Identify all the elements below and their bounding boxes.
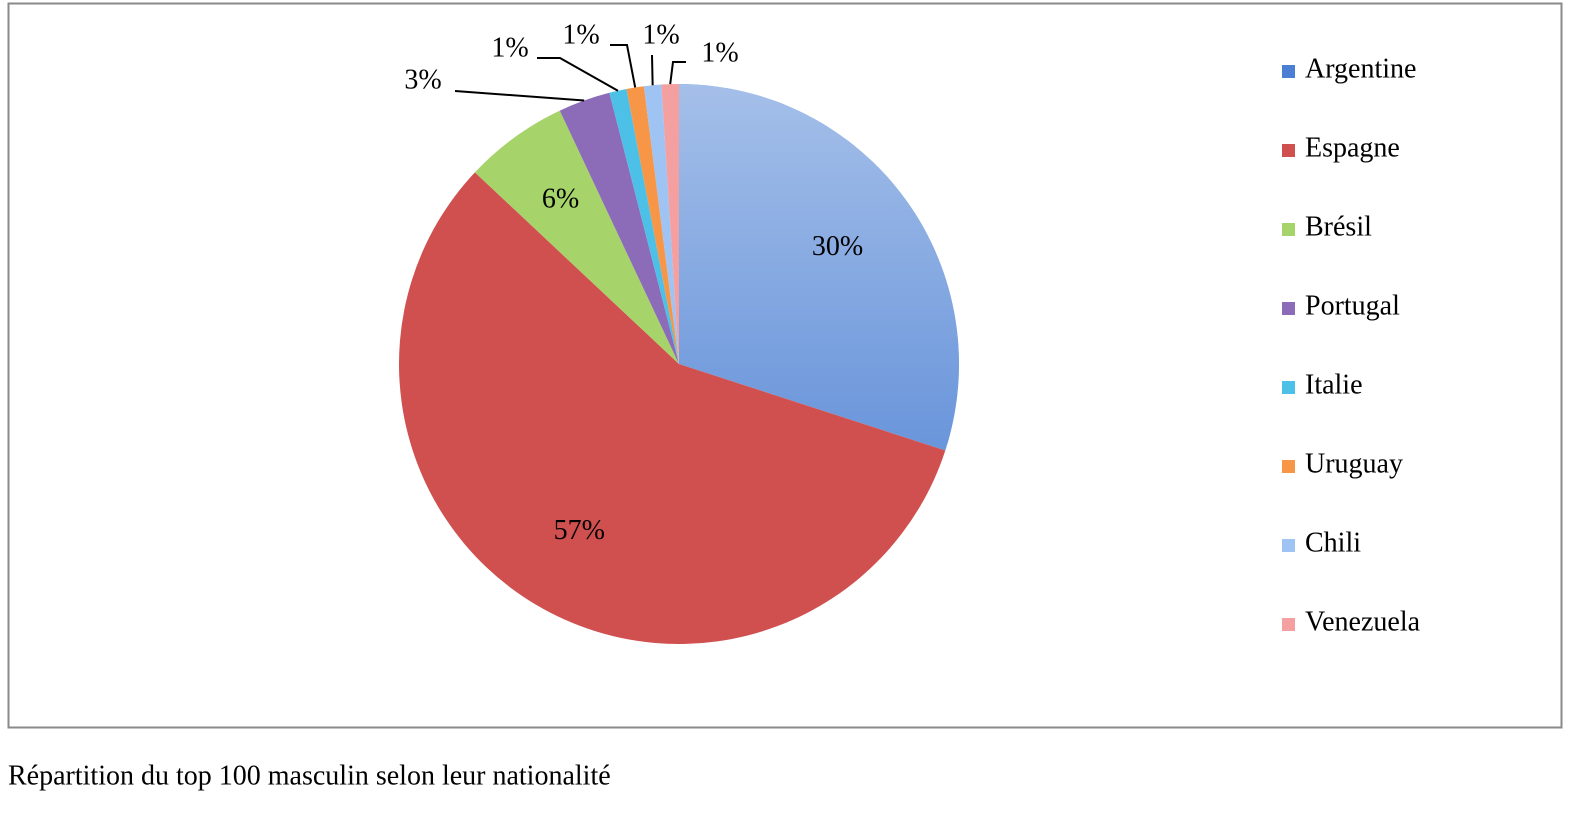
- legend: Argentine Espagne Brésil Portugal Italie Urug…: [1282, 53, 1421, 637]
- legend-label: Italie: [1305, 369, 1363, 400]
- data-label: 6%: [542, 183, 579, 214]
- legend-label: Chili: [1305, 527, 1361, 558]
- pie-slice: [559, 92, 679, 364]
- leader-line: [610, 44, 637, 88]
- legend-label: Venezuela: [1305, 606, 1421, 637]
- legend-swatch: [1282, 65, 1295, 78]
- legend-swatch: [1282, 223, 1295, 236]
- legend-swatch: [1282, 144, 1295, 157]
- legend-swatch: [1282, 381, 1295, 394]
- pie-slice: [474, 110, 679, 364]
- leader-line: [454, 90, 585, 102]
- legend-label: Espagne: [1305, 132, 1400, 163]
- legend-label: Portugal: [1305, 290, 1400, 321]
- data-label: 1%: [642, 19, 679, 50]
- legend-label: Argentine: [1305, 53, 1416, 84]
- legend-swatch: [1282, 460, 1295, 473]
- legend-swatch: [1282, 539, 1295, 552]
- data-label: 1%: [701, 37, 738, 68]
- data-label: 57%: [554, 515, 605, 546]
- pie-slice: [643, 84, 679, 364]
- legend-swatch: [1282, 618, 1295, 631]
- legend-label: Brésil: [1305, 211, 1372, 242]
- pie-slice: [609, 88, 679, 365]
- legend-swatch: [1282, 302, 1295, 315]
- pie-slice: [626, 86, 679, 364]
- leader-line: [651, 54, 654, 86]
- leader-line: [669, 61, 686, 85]
- legend-label: Uruguay: [1305, 448, 1403, 479]
- data-label: 1%: [491, 32, 528, 63]
- data-label: 3%: [404, 64, 441, 95]
- leader-line: [537, 57, 619, 92]
- chart-title: Répartition du top 100 masculin selon le…: [8, 760, 611, 791]
- pie-slice: [399, 172, 946, 644]
- pie-slice: [661, 84, 679, 364]
- data-label: 30%: [812, 231, 863, 262]
- data-label: 1%: [562, 19, 599, 50]
